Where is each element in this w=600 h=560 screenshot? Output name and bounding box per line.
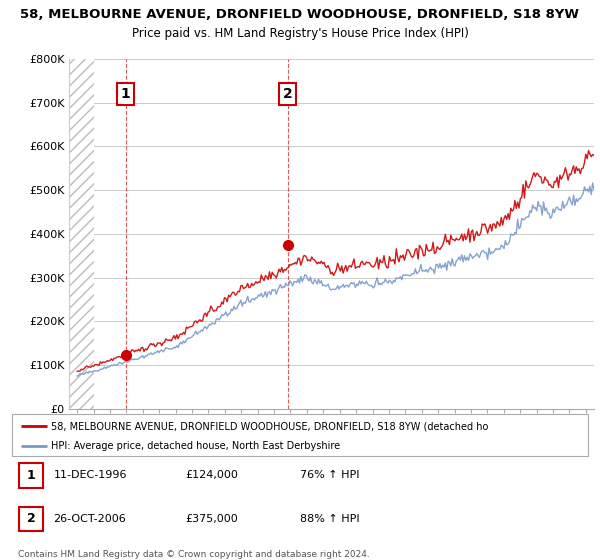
Text: Contains HM Land Registry data © Crown copyright and database right 2024.
This d: Contains HM Land Registry data © Crown c… [18,550,370,560]
Text: 76% ↑ HPI: 76% ↑ HPI [300,470,359,480]
Text: Price paid vs. HM Land Registry's House Price Index (HPI): Price paid vs. HM Land Registry's House … [131,27,469,40]
FancyBboxPatch shape [19,463,43,488]
Text: 2: 2 [283,87,292,101]
Text: 2: 2 [26,512,35,525]
Text: 58, MELBOURNE AVENUE, DRONFIELD WOODHOUSE, DRONFIELD, S18 8YW: 58, MELBOURNE AVENUE, DRONFIELD WOODHOUS… [20,8,580,21]
Text: £375,000: £375,000 [185,514,238,524]
Text: £124,000: £124,000 [185,470,238,480]
Text: 1: 1 [26,469,35,482]
Text: 26-OCT-2006: 26-OCT-2006 [53,514,126,524]
Text: HPI: Average price, detached house, North East Derbyshire: HPI: Average price, detached house, Nort… [51,441,340,451]
Text: 11-DEC-1996: 11-DEC-1996 [53,470,127,480]
Bar [69,59,94,409]
Text: 88% ↑ HPI: 88% ↑ HPI [300,514,359,524]
Text: 58, MELBOURNE AVENUE, DRONFIELD WOODHOUSE, DRONFIELD, S18 8YW (detached ho: 58, MELBOURNE AVENUE, DRONFIELD WOODHOUS… [51,421,488,431]
Text: 1: 1 [121,87,130,101]
FancyBboxPatch shape [19,507,43,531]
